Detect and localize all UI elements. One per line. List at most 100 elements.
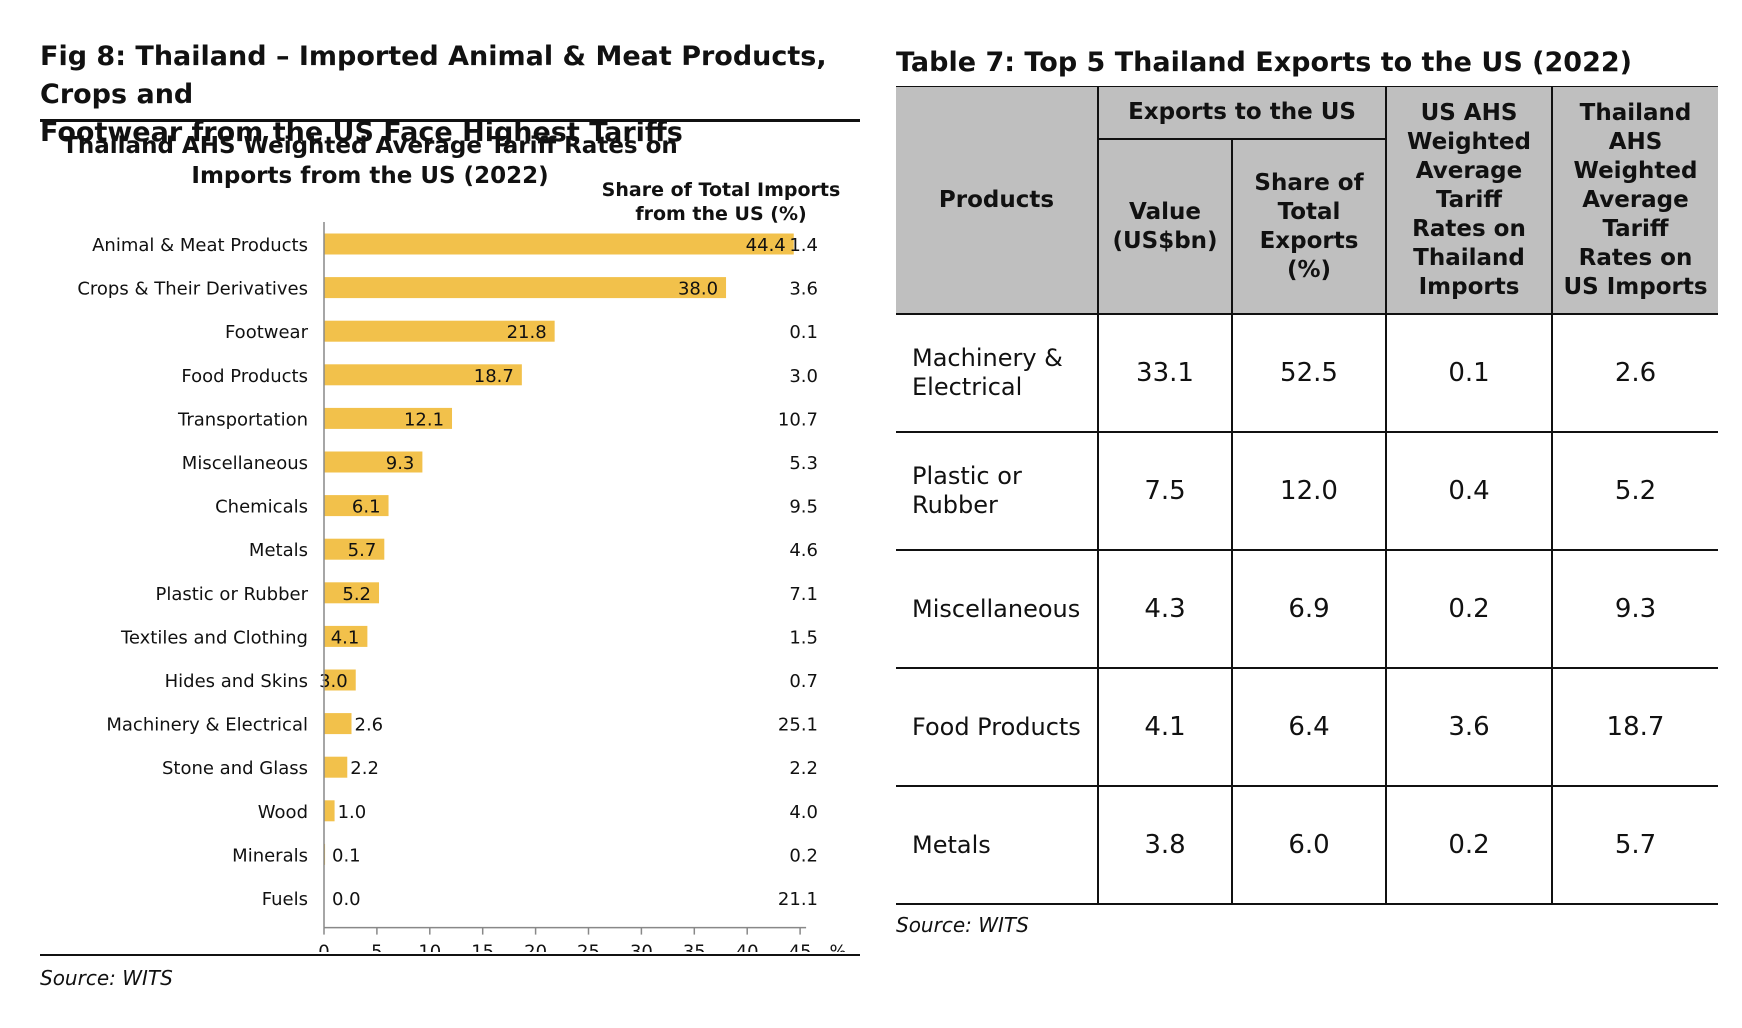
cell-us-ahs: 0.2 xyxy=(1385,549,1552,669)
cell-value: 4.3 xyxy=(1097,549,1232,669)
share-label: 3.6 xyxy=(789,279,818,300)
data-label: 0.1 xyxy=(332,845,361,866)
cell-thailand-ahs: 18.7 xyxy=(1551,667,1718,787)
data-label: 2.2 xyxy=(350,758,379,779)
cell-share: 52.5 xyxy=(1231,313,1386,433)
cell-value: 4.1 xyxy=(1097,667,1232,787)
figure-title: Fig 8: Thailand – Imported Animal & Meat… xyxy=(40,38,860,152)
data-label: 9.3 xyxy=(386,453,415,474)
table-row: Food Products 4.1 6.4 3.6 18.7 xyxy=(896,667,1718,787)
cell-share: 12.0 xyxy=(1231,431,1386,551)
bar xyxy=(324,233,794,255)
figure-top-rule xyxy=(40,119,860,122)
category-label: Metals xyxy=(249,540,308,561)
header-products: Products xyxy=(896,87,1099,315)
share-label: 4.0 xyxy=(789,802,818,823)
category-label: Footwear xyxy=(225,322,309,343)
category-label: Stone and Glass xyxy=(162,758,308,779)
share-label: 21.1 xyxy=(778,889,818,910)
category-label: Miscellaneous xyxy=(182,453,308,474)
data-label: 3.0 xyxy=(319,671,348,692)
table-body: Machinery & Electrical 33.1 52.5 0.1 2.6 … xyxy=(896,313,1718,905)
tariff-bar-chart: Thailand AHS Weighted Average Tariff Rat… xyxy=(62,133,847,952)
table-row: Plastic or Rubber 7.5 12.0 0.4 5.2 xyxy=(896,431,1718,551)
cell-value: 33.1 xyxy=(1097,313,1232,433)
share-header-line-1: Share of Total Imports xyxy=(602,179,841,201)
data-label: 1.0 xyxy=(338,802,367,823)
figure-source: Source: WITS xyxy=(40,966,173,990)
data-label: 12.1 xyxy=(404,409,444,430)
table-title: Table 7: Top 5 Thailand Exports to the U… xyxy=(896,47,1632,78)
bar xyxy=(324,407,453,429)
data-label: 0.0 xyxy=(332,889,361,910)
data-label: 44.4 xyxy=(746,235,786,256)
bar xyxy=(324,277,727,299)
category-label: Animal & Meat Products xyxy=(92,235,308,256)
cell-thailand-ahs: 9.3 xyxy=(1551,549,1718,669)
figure-title-line-1: Fig 8: Thailand – Imported Animal & Meat… xyxy=(40,41,827,110)
share-label: 3.0 xyxy=(789,366,818,387)
cell-thailand-ahs: 5.7 xyxy=(1551,785,1718,905)
x-tick-label: 35 xyxy=(683,942,706,952)
x-tick-label: 45 xyxy=(789,942,812,952)
share-label: 1.5 xyxy=(789,627,818,648)
cell-share: 6.9 xyxy=(1231,549,1386,669)
category-label: Wood xyxy=(258,802,308,823)
data-label: 21.8 xyxy=(507,322,547,343)
bar xyxy=(324,582,380,604)
category-label: Minerals xyxy=(232,845,308,866)
x-unit-label: % xyxy=(830,942,847,952)
cell-share: 6.0 xyxy=(1231,785,1386,905)
table-row: Machinery & Electrical 33.1 52.5 0.1 2.6 xyxy=(896,313,1718,433)
bar xyxy=(324,451,423,473)
category-label: Textiles and Clothing xyxy=(120,627,308,648)
share-label: 5.3 xyxy=(789,453,818,474)
chart-title-line-2: Imports from the US (2022) xyxy=(191,163,548,189)
category-label: Crops & Their Derivatives xyxy=(77,279,308,300)
bar xyxy=(324,320,555,342)
x-tick-label: 20 xyxy=(524,942,547,952)
x-tick-label: 0 xyxy=(318,942,329,952)
share-header-line-2: from the US (%) xyxy=(635,203,806,225)
cell-thailand-ahs: 5.2 xyxy=(1551,431,1718,551)
data-label: 38.0 xyxy=(678,279,718,300)
share-label: 2.2 xyxy=(789,758,818,779)
category-label: Food Products xyxy=(181,366,308,387)
category-label: Hides and Skins xyxy=(165,671,308,692)
share-label: 0.1 xyxy=(789,322,818,343)
category-label: Chemicals xyxy=(215,497,308,518)
cell-us-ahs: 3.6 xyxy=(1385,667,1552,787)
category-label: Fuels xyxy=(262,889,308,910)
share-label: 7.1 xyxy=(789,584,818,605)
cell-us-ahs: 0.4 xyxy=(1385,431,1552,551)
cell-product: Food Products xyxy=(896,667,1098,787)
exports-table: Products Exports to the US US AHS Weighte… xyxy=(896,87,1718,905)
bar xyxy=(324,364,522,386)
header-value: Value (US$bn) xyxy=(1097,139,1233,315)
data-label: 6.1 xyxy=(352,497,381,518)
category-label: Plastic or Rubber xyxy=(155,584,308,605)
x-tick-label: 30 xyxy=(630,942,653,952)
figure-title-line-2: Footwear from the US Face Highest Tariff… xyxy=(40,117,683,148)
cell-us-ahs: 0.1 xyxy=(1385,313,1552,433)
header-share: Share of Total Exports (%) xyxy=(1231,139,1387,315)
cell-value: 3.8 xyxy=(1097,785,1232,905)
cell-product: Machinery & Electrical xyxy=(896,313,1098,433)
chart-plot-area: Animal & Meat Products 44.4 1.4 Crops & The… xyxy=(77,222,847,952)
data-label: 18.7 xyxy=(474,366,514,387)
bar xyxy=(324,756,348,778)
share-label: 25.1 xyxy=(778,715,818,736)
bar xyxy=(324,713,352,735)
x-tick-label: 40 xyxy=(736,942,759,952)
x-tick-label: 25 xyxy=(577,942,600,952)
cell-product: Miscellaneous xyxy=(896,549,1098,669)
data-label: 5.2 xyxy=(342,584,371,605)
category-label: Transportation xyxy=(177,409,308,430)
bar xyxy=(324,625,368,647)
share-label: 4.6 xyxy=(789,540,818,561)
bar xyxy=(324,538,385,560)
cell-value: 7.5 xyxy=(1097,431,1232,551)
share-label: 0.7 xyxy=(789,671,818,692)
chart-title-line-1: Thailand AHS Weighted Average Tariff Rat… xyxy=(62,133,678,159)
share-label: 1.4 xyxy=(789,235,818,256)
